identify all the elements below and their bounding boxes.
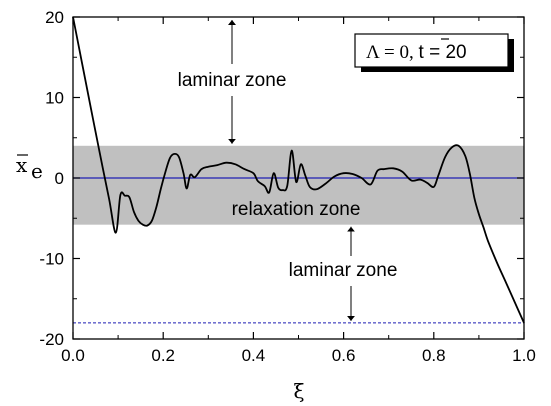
y-tick-label: 20 [45, 8, 64, 27]
axes: 0.0 0.2 0.4 0.6 0.8 1.0 20 10 0 -10 -20 [39, 8, 535, 365]
y-axis-main: x [16, 153, 28, 177]
x-axis-label: ξ [293, 379, 304, 403]
x-tick-label: 0.0 [61, 346, 85, 365]
params-t-value: = 20 [424, 42, 467, 63]
params-badge: Λ = 0, t = 20 [354, 33, 514, 72]
x-tick-label: 0.2 [151, 346, 175, 365]
y-tick-label: -10 [39, 250, 64, 269]
lower-zone-label: laminar zone [289, 260, 398, 281]
y-axis-label: x e [16, 153, 43, 183]
y-tick-label: 10 [45, 89, 64, 108]
params-t: t [419, 42, 425, 63]
relaxation-band [73, 145, 524, 225]
y-tick-label: 0 [55, 169, 64, 188]
relaxation-zone-label: relaxation zone [232, 199, 361, 220]
plot-area [72, 16, 525, 324]
x-tick-label: 1.0 [512, 346, 536, 365]
params-text: Λ = 0, t = 20 [366, 42, 467, 63]
upper-zone-label: laminar zone [178, 70, 287, 91]
params-lambda: Λ = 0, [366, 42, 419, 63]
series-line-0 [72, 16, 525, 324]
y-tick-label: -20 [39, 330, 64, 349]
x-tick-label: 0.6 [332, 346, 356, 365]
x-tick-label: 0.8 [422, 346, 446, 365]
x-tick-label: 0.4 [242, 346, 266, 365]
badge-box [354, 33, 509, 68]
y-axis-sub: e [31, 159, 43, 183]
